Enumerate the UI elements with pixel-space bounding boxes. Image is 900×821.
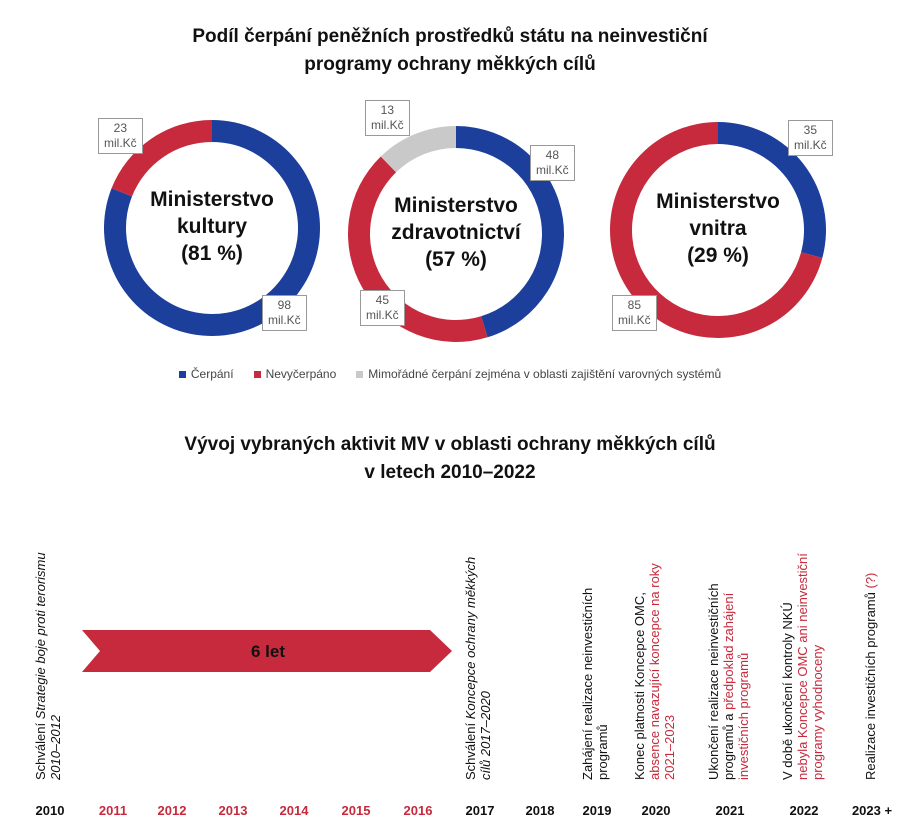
timeline-title: Vývoj vybraných aktivit MV v oblasti och… [184, 434, 716, 455]
event-line: absence navazující koncepce na roky [647, 490, 662, 780]
value-label: 35 mil.Kč [788, 120, 833, 156]
duration-arrow [82, 630, 452, 672]
year-label: 2015 [341, 803, 371, 818]
value-label: 48 mil.Kč [530, 145, 575, 181]
event-segment: Ukončení realizace neinvestičních [705, 583, 721, 780]
donut-center-label: Ministerstvo zdravotnictví (57 %) [366, 192, 546, 273]
year-label: 2022 [789, 803, 819, 818]
arrow-label: 6 let [251, 642, 285, 661]
event-segment: předpoklad zahájení [720, 592, 736, 710]
center-label-line: (57 %) [425, 248, 487, 271]
event-line: Zahájení realizace neinvestičních [580, 490, 595, 780]
event-segment: Strategie boje proti terorismu [33, 552, 48, 720]
year-label: 2017 [465, 803, 495, 818]
center-label-line: zdravotnictví [391, 221, 521, 244]
event-segment: absence navazující koncepce na roky [646, 563, 662, 780]
legend-label: Mimořádné čerpání zejména v oblasti zaji… [368, 367, 722, 381]
event-segment: Koncepce ochrany měkkých [463, 556, 478, 720]
legend-label: Čerpání [190, 367, 234, 381]
center-label-line: vnitra [689, 217, 747, 240]
year-label: 2013 [218, 803, 248, 818]
event-text: Realizace investičních programů (?) [863, 490, 882, 780]
year-label: 2023 + [851, 803, 893, 818]
event-line: Schválení Strategie boje proti terorismu [33, 490, 48, 780]
timeline-title: v letech 2010–2022 [364, 462, 536, 483]
legend-item: Nevyčerpáno [253, 367, 337, 381]
year-label: 2012 [157, 803, 187, 818]
event-segment: nebyla Koncepce OMC ani neinvestiční [794, 553, 810, 780]
value-label: 45 mil.Kč [360, 290, 405, 326]
legend-label: Nevyčerpáno [265, 367, 337, 381]
event-segment: Konec platnosti Koncepce OMC, [631, 592, 647, 780]
value-label: 98 mil.Kč [262, 295, 307, 331]
event-segment: programů a [720, 709, 736, 780]
center-label-line: Ministerstvo [656, 190, 780, 213]
event-segment: Realizace investičních programů [862, 588, 878, 780]
year-label: 2014 [279, 803, 309, 818]
event-segment: V době ukončení kontroly NKÚ [779, 602, 795, 780]
year-label: 2018 [525, 803, 555, 818]
value-label: 85 mil.Kč [612, 295, 657, 331]
title-line: Podíl čerpání peněžních prostředků státu… [192, 26, 708, 47]
event-line: programy vyhodnoceny [810, 490, 825, 780]
value-label: 23 mil.Kč [98, 118, 143, 154]
event-text: Schválení Strategie boje proti terorismu… [33, 490, 67, 780]
year-label: 2016 [403, 803, 433, 818]
center-label-line: Ministerstvo [150, 188, 274, 211]
event-line: Ukončení realizace neinvestičních [706, 490, 721, 780]
event-line: Schválení Koncepce ochrany měkkých [463, 490, 478, 780]
legend-swatch [178, 370, 186, 378]
event-segment: Schválení [463, 719, 478, 780]
donut-center-label: Ministerstvo vnitra (29 %) [628, 188, 808, 269]
event-segment: programů [595, 724, 610, 780]
legend-item: Mimořádné čerpání zejména v oblasti zaji… [356, 367, 721, 381]
legend-swatch [356, 370, 364, 378]
event-line: Realizace investičních programů (?) [863, 490, 878, 780]
legend-item: Čerpání [178, 367, 234, 381]
event-segment: Zahájení realizace neinvestičních [580, 587, 595, 780]
event-segment: programy vyhodnoceny [809, 644, 825, 780]
donut-slice [380, 126, 456, 173]
event-text: Ukončení realizace neinvestičních program… [706, 490, 755, 780]
center-label-line: Ministerstvo [394, 194, 518, 217]
event-segment: (?) [862, 572, 878, 589]
event-segment: 2021–2023 [661, 714, 677, 780]
event-line: investičních programů [736, 490, 751, 780]
donut-slice [111, 120, 212, 197]
event-segment: investičních programů [735, 652, 751, 780]
event-segment: 2010–2012 [48, 714, 63, 780]
event-text: Konec platnosti Koncepce OMC, absence nav… [632, 490, 681, 780]
legend-swatch [253, 370, 261, 378]
donut-slice [718, 122, 826, 258]
event-line: programů a předpoklad zahájení [721, 490, 736, 780]
year-label: 2011 [98, 803, 128, 818]
year-label: 2019 [582, 803, 612, 818]
legend: Čerpání Nevyčerpáno Mimořádné čerpání zejm… [0, 367, 900, 381]
year-label: 2020 [641, 803, 671, 818]
event-text: V době ukončení kontroly NKÚ nebyla Konce… [780, 490, 829, 780]
center-label-line: (81 %) [181, 242, 243, 265]
event-text: Schválení Koncepce ochrany měkkých cílů 2… [463, 490, 497, 780]
value-label: 13 mil.Kč [365, 100, 410, 136]
event-line: nebyla Koncepce OMC ani neinvestiční [795, 490, 810, 780]
event-line: 2010–2012 [48, 490, 63, 780]
event-segment: Schválení [33, 719, 48, 780]
event-line: V době ukončení kontroly NKÚ [780, 490, 795, 780]
event-line: programů [595, 490, 610, 780]
event-line: 2021–2023 [662, 490, 677, 780]
event-segment: cílů 2017–2020 [478, 691, 493, 780]
donut-center-label: Ministerstvo kultury (81 %) [122, 186, 302, 267]
year-label: 2021 [715, 803, 745, 818]
center-label-line: kultury [176, 215, 247, 238]
event-text: Zahájení realizace neinvestičních program… [580, 490, 614, 780]
year-label: 2010 [35, 803, 65, 818]
event-line: cílů 2017–2020 [478, 490, 493, 780]
event-line: Konec platnosti Koncepce OMC, [632, 490, 647, 780]
center-label-line: (29 %) [687, 244, 749, 267]
title-line: programy ochrany měkkých cílů [304, 54, 596, 75]
